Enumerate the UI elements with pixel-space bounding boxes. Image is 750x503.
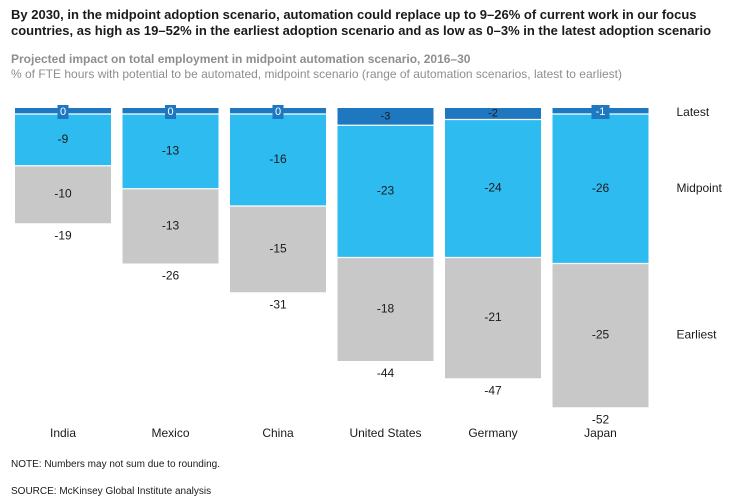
bar-total-label: -52 (592, 412, 610, 426)
bar-label-earliest: -15 (269, 241, 287, 255)
bar-label-latest: 0 (60, 106, 66, 118)
bar-midpoint (15, 114, 111, 166)
bar-earliest (230, 206, 326, 293)
bar-label-midpoint: -13 (162, 144, 180, 158)
footnote: NOTE: Numbers may not sum due to roundin… (11, 459, 220, 470)
category-label: United States (349, 426, 421, 440)
bar-total-label: -26 (162, 269, 180, 283)
chart-headline: By 2030, in the midpoint adoption scenar… (11, 7, 712, 38)
latest-label-box (591, 105, 610, 119)
category-label: Japan (584, 426, 617, 440)
bar-total-label: -31 (269, 297, 287, 311)
bar-total-label: -44 (377, 366, 395, 380)
bar-midpoint (552, 114, 649, 264)
source-note: SOURCE: McKinsey Global Institute analys… (11, 486, 212, 497)
bar-midpoint (337, 125, 434, 258)
chart-subtitle: Projected impact on total employment in … (11, 52, 731, 82)
bar-label-latest: 0 (275, 106, 281, 118)
bar-latest (337, 108, 434, 126)
bar-label-earliest: -25 (592, 328, 610, 342)
bar-midpoint (230, 114, 326, 206)
bar-label-earliest: -21 (484, 310, 502, 324)
category-label: India (50, 426, 76, 440)
bar-earliest (122, 188, 219, 264)
latest-label-box (57, 105, 69, 119)
bar-label-earliest: -18 (377, 301, 395, 315)
bar-label-midpoint: -24 (484, 181, 502, 195)
legend-earliest: Earliest (677, 328, 718, 342)
bar-earliest (337, 257, 434, 361)
latest-label-box (165, 105, 176, 119)
bar-earliest (15, 165, 111, 224)
legend-midpoint: Midpoint (677, 181, 723, 195)
chart-subtitle-bold: Projected impact on total employment in … (11, 52, 471, 66)
legend-latest: Latest (677, 105, 710, 119)
category-label: Mexico (151, 426, 189, 440)
bar-midpoint (445, 119, 541, 258)
category-label: Germany (468, 426, 517, 440)
bar-label-midpoint: -9 (58, 132, 69, 146)
bar-label-latest: -3 (381, 111, 391, 123)
category-label: China (262, 426, 294, 440)
bar-label-midpoint: -16 (269, 152, 287, 166)
bar-label-midpoint: -26 (592, 181, 610, 195)
bar-total-label: -19 (54, 228, 72, 242)
bar-latest (445, 108, 541, 120)
bar-label-latest: -2 (488, 108, 498, 120)
latest-label-box (272, 105, 284, 119)
bar-label-earliest: -13 (162, 218, 180, 232)
bar-label-latest: -1 (596, 106, 606, 118)
bar-label-latest: 0 (167, 106, 173, 118)
bar-earliest (445, 257, 541, 379)
bar-label-earliest: -10 (54, 187, 72, 201)
bar-earliest (552, 263, 649, 408)
bar-total-label: -47 (484, 383, 502, 397)
chart-subtitle-text: % of FTE hours with potential to be auto… (11, 67, 622, 81)
bar-midpoint (122, 114, 219, 189)
bar-label-midpoint: -23 (377, 184, 395, 198)
